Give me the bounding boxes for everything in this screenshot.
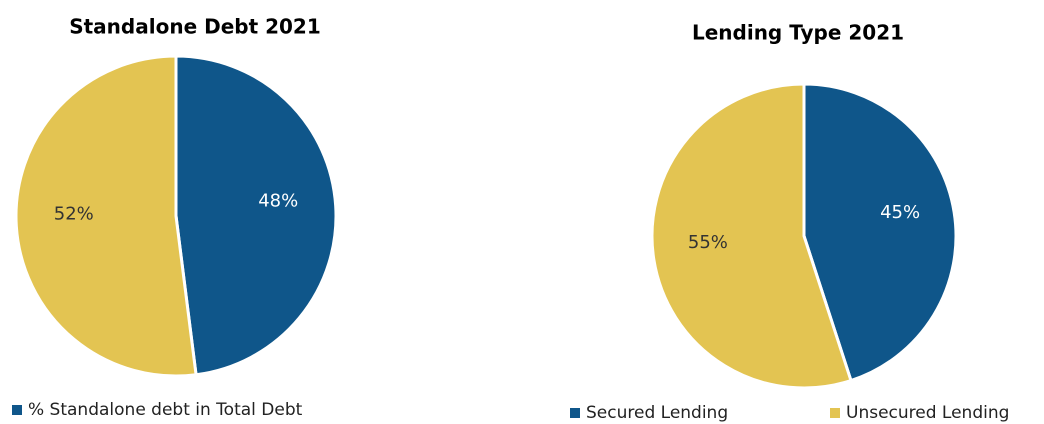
- legend-swatch: [830, 408, 840, 418]
- pie-slice: [14, 54, 198, 378]
- legend-label: % Standalone debt in Total Debt: [28, 400, 303, 420]
- data-label: 48%: [258, 191, 298, 212]
- pie-slice: [802, 82, 958, 383]
- pie-slice: [650, 82, 853, 390]
- legend-swatch: [12, 405, 22, 415]
- legend-label: Secured Lending: [586, 403, 728, 423]
- pie-slice: [174, 54, 338, 377]
- chart-title: Standalone Debt 2021: [69, 15, 321, 39]
- data-label: 52%: [54, 203, 94, 224]
- legend-label: Unsecured Lending: [846, 403, 1009, 423]
- data-label: 45%: [880, 202, 920, 223]
- data-label: 55%: [688, 232, 728, 253]
- legend-swatch: [570, 408, 580, 418]
- chart-title: Lending Type 2021: [692, 21, 904, 45]
